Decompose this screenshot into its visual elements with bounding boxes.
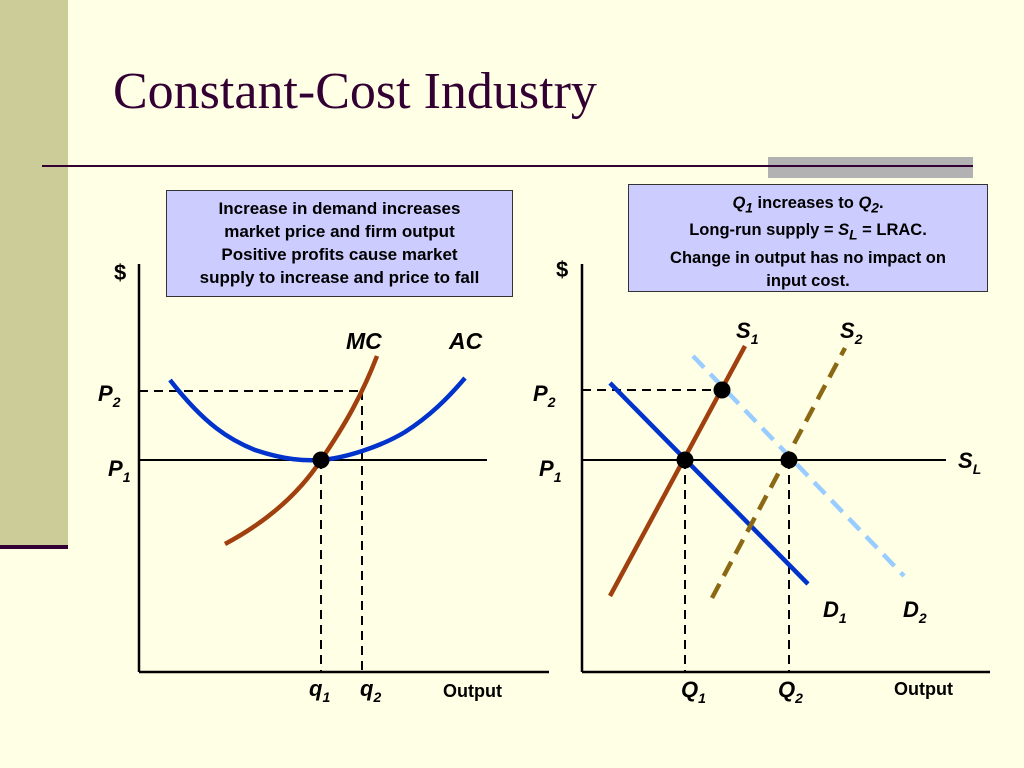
slide-title: Constant-Cost Industry	[113, 63, 597, 120]
firm-q2-label: q2	[360, 676, 381, 705]
market-note-line-supply: Long-run supply = SL = LRAC.	[689, 221, 927, 243]
s2-curve	[710, 346, 847, 600]
firm-note-line: supply to increase and price to fall	[199, 268, 480, 287]
firm-y-axis-label: $	[114, 260, 126, 285]
sl-label: SL	[958, 448, 981, 477]
market-graph: $ S1 S2 SL P2 P1 D1 D2 Q1 Q2 Output	[533, 257, 990, 706]
title-rule-accent	[768, 157, 973, 178]
market-note-line-quantity: Q1 increases to Q2.	[732, 194, 884, 216]
market-new-equilibrium-point	[780, 451, 798, 469]
slide-side-bar	[0, 0, 68, 548]
title-rule	[42, 165, 972, 167]
market-p2-label: P2	[533, 381, 556, 410]
ac-label: AC	[448, 328, 483, 354]
market-short-run-point	[713, 381, 731, 399]
market-q2-label: Q2	[778, 677, 803, 706]
s1-label: S1	[736, 318, 759, 347]
slide-side-bar-rule	[0, 545, 68, 549]
firm-note-line: Positive profits cause market	[221, 245, 458, 264]
mc-label: MC	[346, 328, 382, 354]
d1-label: D1	[823, 597, 847, 626]
title-rule-accent-line	[768, 165, 973, 167]
market-y-axis-label: $	[556, 257, 568, 282]
market-explanation-box: Q1 increases to Q2. Long-run supply = SL…	[628, 184, 988, 292]
firm-graph: $ MC AC P2 P1 q1 q2 Output	[98, 260, 549, 705]
firm-p1-label: P1	[108, 456, 131, 485]
firm-note-line: Increase in demand increases	[218, 199, 461, 218]
s2-label: S2	[840, 318, 863, 347]
firm-x-axis-label: Output	[443, 681, 502, 701]
market-q1-label: Q1	[681, 677, 706, 706]
market-initial-equilibrium-point	[676, 451, 694, 469]
market-x-axis-label: Output	[894, 679, 953, 699]
d2-label: D2	[903, 597, 927, 626]
market-note-line: input cost.	[766, 271, 850, 290]
firm-q1-label: q1	[309, 676, 330, 705]
market-note-line: Change in output has no impact on	[670, 248, 946, 267]
firm-equilibrium-point	[312, 451, 330, 469]
market-p1-label: P1	[539, 456, 562, 485]
firm-explanation-box: Increase in demand increases market pric…	[166, 190, 513, 297]
firm-note-line: market price and firm output	[224, 222, 455, 241]
d1-curve	[608, 381, 810, 586]
mc-curve	[223, 355, 380, 546]
firm-p2-label: P2	[98, 381, 121, 410]
